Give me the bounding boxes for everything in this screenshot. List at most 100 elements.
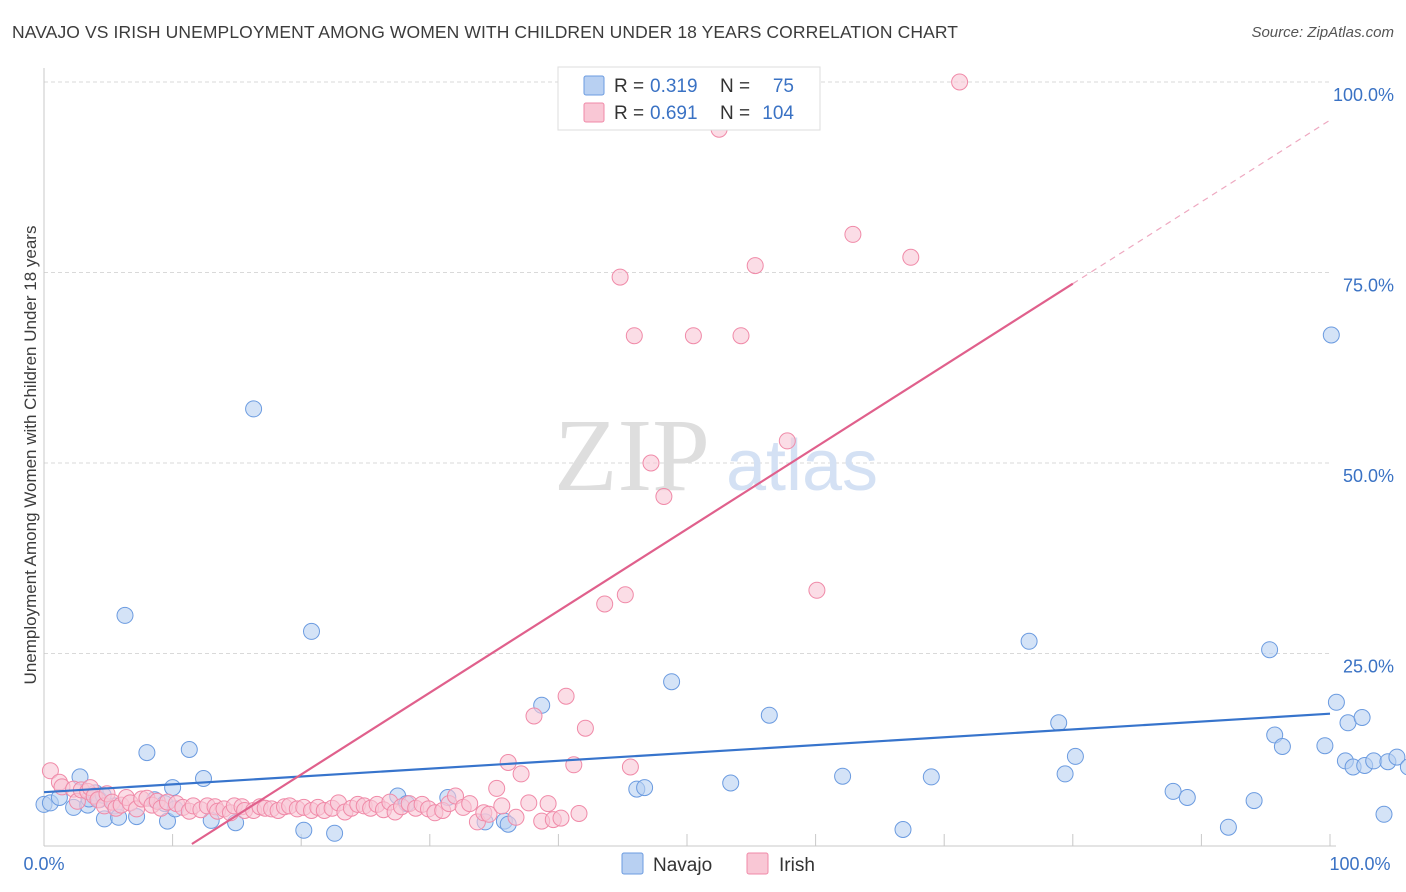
irish-point-70 [461,795,479,813]
irish-point-84 [552,809,570,827]
y-tick-labels: 25.0% 50.0% 75.0% 100.0% [1333,85,1394,677]
irish-r-label: R = [614,103,644,124]
navajo-trend-line [43,712,1331,794]
navajo-point-56 [1322,326,1340,344]
navajo-point-26 [295,821,313,839]
navajo-point-51 [1245,792,1263,810]
irish-point-104 [951,73,969,91]
bottom-legend: Navajo Irish [621,852,815,876]
grid-lines [44,81,1330,654]
irish-n-label: N = [720,103,750,124]
navajo-point-22 [195,770,212,787]
watermark-zip: ZIP [554,398,710,513]
navajo-point-59 [1339,714,1357,732]
irish-r-value: 0.691 [650,103,698,124]
navajo-point-45 [1050,714,1068,732]
irish-point-82 [539,795,557,813]
legend-irish-swatch [746,852,769,875]
irish-point-91 [621,758,639,776]
irish-point-88 [576,719,594,737]
irish-point-75 [493,797,511,815]
navajo-point-43 [922,768,940,786]
irish-point-92 [625,327,643,345]
navajo-swatch [583,75,605,96]
irish-point-95 [655,488,673,505]
stats-legend: R = 0.319 N = 75 R = 0.691 N = 104 [557,66,821,131]
y-tick-label-50: 50.0% [1343,466,1394,486]
navajo-point-50 [1219,818,1237,836]
navajo-point-42 [894,821,912,838]
navajo-point-38 [663,673,681,691]
irish-point-85 [557,687,575,705]
navajo-point-21 [180,741,198,758]
irish-point-73 [480,805,498,823]
irish-point-94 [642,454,660,472]
navajo-point-25 [245,400,263,418]
navajo-point-49 [1178,789,1196,806]
navajo-point-19 [164,779,182,797]
irish-trend-extension [1072,119,1331,285]
irish-point-89 [596,595,614,613]
y-tick-label-100: 100.0% [1333,85,1394,105]
navajo-point-39 [722,774,740,792]
x-tick-label-max: 100.0% [1329,854,1390,874]
navajo-r-value: 0.319 [650,76,698,97]
navajo-point-46 [1056,765,1074,783]
x-tick-marks [172,834,1331,846]
navajo-point-66 [1388,748,1406,766]
irish-point-102 [844,225,862,243]
navajo-point-67 [1399,758,1406,776]
navajo-n-label: N = [720,76,750,97]
watermark: ZIP atlas [554,398,878,513]
irish-point-78 [512,765,530,783]
legend-irish-label: Irish [779,855,815,876]
irish-point-93 [611,268,629,286]
watermark-atlas: atlas [726,426,878,506]
stats-row-navajo: R = 0.319 N = 75 [583,75,794,97]
irish-point-101 [808,581,826,599]
navajo-point-28 [326,824,344,842]
x-tick-label-min: 0.0% [23,854,64,874]
navajo-point-40 [760,706,778,724]
navajo-n-value: 75 [773,76,794,97]
irish-point-98 [732,327,750,345]
trend-lines [43,119,1331,845]
irish-n-value: 104 [762,103,794,124]
navajo-point-37 [636,779,654,797]
y-tick-label-25: 25.0% [1343,657,1394,677]
irish-swatch [583,102,605,123]
navajo-point-55 [1316,737,1334,755]
chart-title: NAVAJO VS IRISH UNEMPLOYMENT AMONG WOMEN… [12,22,959,42]
chart-source: Source: ZipAtlas.com [1251,24,1394,41]
irish-point-80 [525,707,543,725]
irish-point-96 [684,327,702,345]
irish-point-87 [570,805,588,822]
navajo-point-57 [1327,693,1345,711]
navajo-points [35,326,1406,842]
navajo-point-41 [834,767,852,785]
irish-point-0 [41,762,59,780]
navajo-r-label: R = [614,76,644,97]
legend-navajo-label: Navajo [653,855,712,876]
navajo-point-54 [1273,738,1291,755]
irish-point-74 [488,779,506,797]
navajo-point-48 [1164,782,1182,800]
navajo-point-64 [1375,805,1393,823]
navajo-point-61 [1353,709,1371,726]
y-tick-label-75: 75.0% [1343,276,1394,296]
navajo-point-27 [303,622,320,640]
irish-point-90 [616,586,634,604]
navajo-point-44 [1020,632,1038,650]
legend-navajo-swatch [621,852,644,875]
navajo-point-47 [1066,747,1084,765]
y-axis-label: Unemployment Among Women with Children U… [21,226,40,685]
irish-point-79 [520,794,538,812]
navajo-point-13 [116,606,134,624]
irish-point-99 [746,257,764,275]
navajo-point-63 [1365,752,1383,770]
stats-row-irish: R = 0.691 N = 104 [583,102,794,124]
navajo-point-52 [1261,641,1279,659]
irish-point-77 [507,808,525,826]
irish-point-100 [778,432,796,450]
